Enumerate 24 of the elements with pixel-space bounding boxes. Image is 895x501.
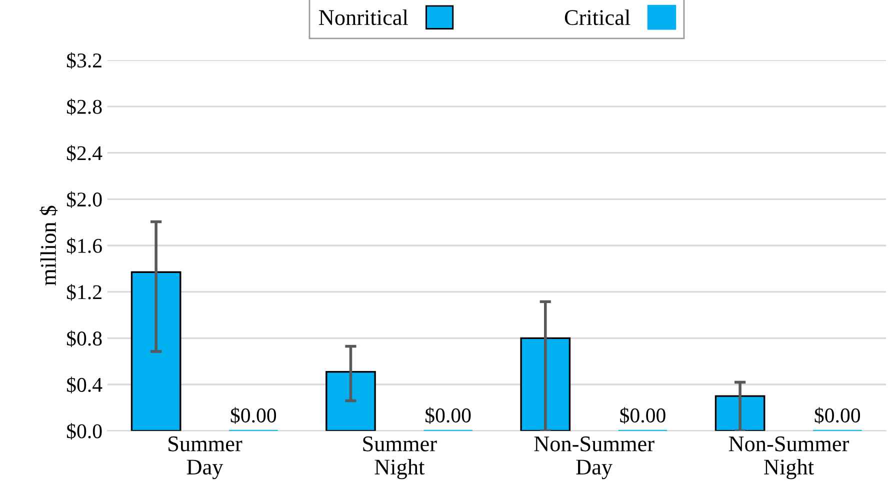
y-axis-title: million $ bbox=[40, 206, 58, 286]
y-tick-label: $1.6 bbox=[66, 238, 102, 254]
y-tick-label: $2.4 bbox=[66, 144, 102, 162]
y-tick-label: $3.2 bbox=[66, 52, 102, 69]
bar bbox=[714, 395, 766, 431]
data-label: $0.00 bbox=[426, 407, 471, 424]
legend-label: Nonritical bbox=[318, 9, 408, 26]
y-tick-label: $0.8 bbox=[66, 330, 102, 347]
y-tick-label: $1.2 bbox=[66, 284, 102, 301]
y-tick-label: $0.4 bbox=[66, 376, 102, 394]
data-label: $0.00 bbox=[814, 407, 860, 424]
data-label: $0.00 bbox=[230, 407, 276, 424]
legend-label: Critical bbox=[564, 9, 630, 26]
bar bbox=[326, 370, 376, 431]
bar bbox=[130, 271, 182, 431]
y-tick-label: $2.0 bbox=[66, 191, 102, 208]
x-tick-label: Summer Day bbox=[168, 436, 242, 480]
x-tick-label: Non-Summer Night bbox=[728, 436, 850, 480]
y-tick-label: $0.0 bbox=[66, 423, 102, 440]
x-tick-label: Non-Summer Day bbox=[534, 436, 654, 480]
y-tick-label: $2.8 bbox=[66, 98, 102, 116]
x-tick-label: Summer Night bbox=[363, 436, 437, 480]
bar bbox=[520, 337, 571, 431]
data-label: $0.00 bbox=[620, 407, 666, 424]
